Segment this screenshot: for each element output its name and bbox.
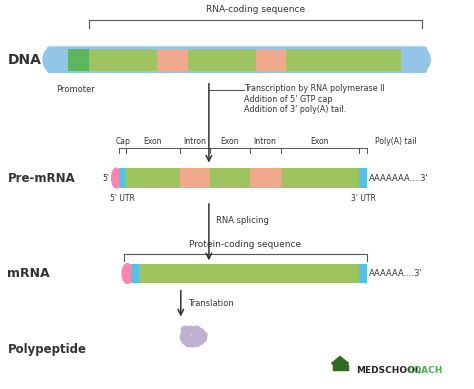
Circle shape <box>181 331 189 338</box>
Text: COACH: COACH <box>408 366 443 375</box>
Text: Intron: Intron <box>183 137 206 145</box>
Text: AAAAAA....3': AAAAAA....3' <box>369 269 423 278</box>
Bar <box>68 49 90 71</box>
Text: Protein-coding sequence: Protein-coding sequence <box>190 240 301 249</box>
Bar <box>359 168 367 188</box>
Text: Pre-mRNA: Pre-mRNA <box>8 172 75 184</box>
Circle shape <box>182 335 191 342</box>
Circle shape <box>192 326 201 333</box>
Circle shape <box>182 337 190 344</box>
Bar <box>188 49 256 71</box>
Bar <box>281 168 359 188</box>
Circle shape <box>196 329 204 335</box>
Circle shape <box>183 329 191 335</box>
Text: 5' UTR: 5' UTR <box>110 194 135 203</box>
Text: MEDSCHOOL: MEDSCHOOL <box>356 366 421 375</box>
Circle shape <box>198 335 207 342</box>
Bar <box>210 168 250 188</box>
Bar <box>138 264 359 284</box>
Bar <box>126 168 180 188</box>
Bar <box>401 49 424 71</box>
Text: AAAAAAA....3': AAAAAAA....3' <box>369 173 429 182</box>
Bar <box>119 168 126 188</box>
Circle shape <box>186 327 194 334</box>
Bar <box>180 168 210 188</box>
Text: Poly(A) tail: Poly(A) tail <box>375 137 417 145</box>
Circle shape <box>192 330 201 336</box>
Circle shape <box>189 328 198 334</box>
Bar <box>286 49 401 71</box>
Text: Exon: Exon <box>221 137 239 145</box>
Text: 5': 5' <box>102 173 109 182</box>
Circle shape <box>191 335 200 342</box>
Circle shape <box>184 340 193 347</box>
Ellipse shape <box>43 49 56 70</box>
Text: Exon: Exon <box>310 137 328 145</box>
Circle shape <box>181 326 190 333</box>
FancyBboxPatch shape <box>47 46 427 73</box>
Bar <box>90 49 157 71</box>
Circle shape <box>192 340 201 347</box>
Circle shape <box>195 338 204 345</box>
Text: mRNA: mRNA <box>8 267 50 280</box>
Bar <box>359 264 367 284</box>
Bar <box>50 49 68 71</box>
Polygon shape <box>332 356 348 370</box>
Text: Cap: Cap <box>115 137 130 145</box>
Text: Polypeptide: Polypeptide <box>8 343 86 356</box>
Text: Promoter: Promoter <box>56 85 95 94</box>
Ellipse shape <box>122 264 133 284</box>
Text: Exon: Exon <box>144 137 162 145</box>
Bar <box>131 264 138 284</box>
Circle shape <box>180 334 189 341</box>
Text: DNA: DNA <box>8 53 41 67</box>
Bar <box>157 49 188 71</box>
Circle shape <box>188 340 197 347</box>
Text: Intron: Intron <box>254 137 276 145</box>
Circle shape <box>188 337 197 344</box>
Circle shape <box>182 333 191 340</box>
Circle shape <box>192 333 201 340</box>
Text: RNA splicing: RNA splicing <box>216 216 269 224</box>
Ellipse shape <box>414 49 430 70</box>
Bar <box>256 49 286 71</box>
Text: Transcription by RNA polymerase II
Addition of 5' GTP cap
Addition of 3' poly(A): Transcription by RNA polymerase II Addit… <box>244 84 385 114</box>
Bar <box>250 168 281 188</box>
Bar <box>126 168 359 188</box>
Text: RNA-coding sequence: RNA-coding sequence <box>206 5 305 14</box>
Text: 3' UTR: 3' UTR <box>351 194 375 203</box>
Circle shape <box>199 331 207 338</box>
Circle shape <box>185 337 193 344</box>
Text: Translation: Translation <box>188 299 234 308</box>
Bar <box>333 365 347 370</box>
Ellipse shape <box>111 168 121 188</box>
Circle shape <box>187 326 195 333</box>
